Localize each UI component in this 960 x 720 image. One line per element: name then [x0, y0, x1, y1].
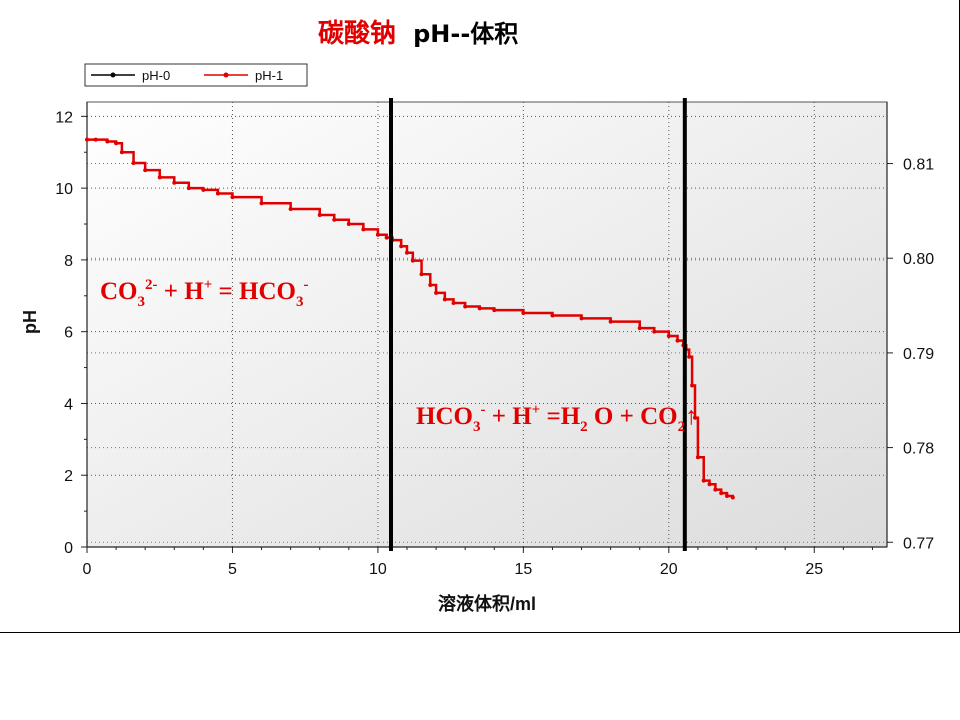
data-point: [428, 283, 433, 288]
data-point: [143, 168, 148, 173]
data-point: [434, 290, 439, 295]
data-point: [695, 455, 700, 460]
y-tick-label: 4: [64, 396, 73, 413]
data-point: [288, 206, 293, 211]
y-tick-label: 10: [55, 181, 73, 198]
data-point: [405, 250, 409, 255]
data-point: [384, 235, 389, 240]
y-tick-label: 6: [64, 325, 73, 342]
y2-tick-label: 0.78: [903, 441, 934, 458]
x-tick-label: 25: [805, 561, 823, 578]
grid: [87, 102, 887, 547]
plot-area: [86, 101, 888, 548]
data-point: [666, 333, 671, 338]
legend-label-ph1: pH-1: [255, 68, 283, 83]
data-point: [201, 187, 206, 192]
y2-tick-label: 0.77: [903, 535, 934, 552]
x-tick-label: 5: [228, 561, 237, 578]
data-point: [230, 195, 235, 200]
data-point: [707, 482, 712, 487]
y-axis-label: pH: [20, 310, 40, 334]
data-point: [375, 232, 380, 237]
title-rest: pH--体积: [413, 20, 518, 48]
y2-tick-label: 0.81: [903, 157, 934, 174]
data-point: [477, 306, 482, 311]
data-point: [119, 150, 124, 155]
data-point: [410, 258, 415, 263]
legend-marker-ph1: [223, 72, 229, 78]
data-point: [85, 137, 89, 142]
data-point: [317, 213, 322, 218]
data-point: [725, 494, 729, 499]
data-point: [637, 326, 642, 331]
data-point: [399, 244, 404, 249]
data-point: [693, 415, 697, 420]
y2-tick-label: 0.79: [903, 346, 934, 363]
data-point: [719, 491, 724, 496]
data-point: [579, 316, 584, 321]
data-point: [93, 137, 98, 142]
data-point: [157, 175, 162, 180]
data-point: [687, 354, 692, 359]
data-point: [608, 319, 613, 324]
data-point: [492, 308, 497, 313]
data-point: [521, 311, 526, 316]
data-point: [215, 191, 220, 196]
y-tick-label: 8: [64, 253, 73, 270]
data-point: [451, 300, 456, 305]
data-point: [105, 139, 110, 144]
data-point: [332, 217, 337, 222]
y-tick-label: 12: [55, 109, 73, 126]
data-point: [713, 487, 718, 492]
legend: pH-0 pH-1: [84, 63, 308, 87]
data-point: [690, 383, 695, 388]
data-point: [172, 180, 177, 185]
vertical-markers: [389, 98, 687, 551]
data-point: [463, 304, 468, 309]
data-point: [131, 161, 136, 166]
data-point: [259, 201, 264, 206]
data-point: [186, 186, 191, 191]
title-compound: 碳酸钠: [318, 19, 396, 49]
x-tick-label: 20: [660, 561, 678, 578]
data-point: [442, 297, 447, 302]
x-axis-label: 溶液体积/ml: [438, 593, 536, 614]
data-point: [701, 478, 706, 483]
data-point: [675, 338, 680, 343]
data-point: [114, 141, 119, 146]
data-point: [730, 495, 735, 500]
axes: 0 5 10 15 20 25 0 2 4 6 8 10 12 0.77 0.78 0.79 0.80 0.81: [55, 102, 934, 578]
legend-marker-ph0: [110, 72, 116, 78]
data-point: [652, 329, 657, 334]
y2-tick-label: 0.80: [903, 251, 934, 268]
data-point: [419, 272, 424, 277]
series-line-pH-1: [87, 138, 735, 498]
equation-second-stage: HCO3- + H+ =H2 O + CO2↑: [416, 402, 698, 435]
legend-label-ph0: pH-0: [142, 68, 170, 83]
y-tick-label: 2: [64, 468, 73, 485]
x-tick-label: 10: [369, 561, 387, 578]
chart-title: 碳酸钠 pH--体积: [318, 19, 518, 49]
equation-first-stage: CO32- + H+ = HCO3-: [100, 277, 308, 310]
y-tick-label: 0: [64, 540, 73, 557]
data-point: [550, 313, 555, 318]
data-point: [361, 227, 366, 232]
data-point: [346, 222, 351, 227]
x-tick-label: 0: [83, 561, 92, 578]
x-tick-label: 15: [514, 561, 532, 578]
